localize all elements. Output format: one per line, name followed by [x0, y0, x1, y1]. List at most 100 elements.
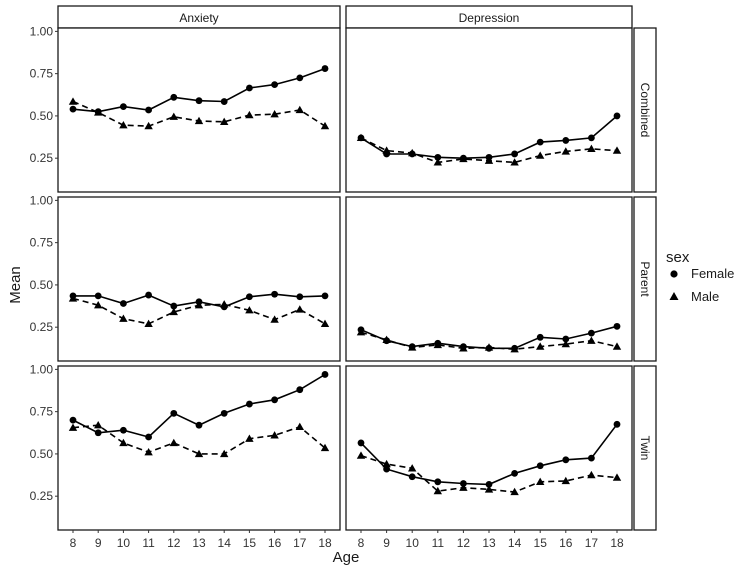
- point-female-twin-depression-age-8: [357, 439, 365, 447]
- point-male-combined-depression-age-10: [408, 148, 417, 157]
- point-male-combined-anxiety-age-8: [68, 97, 78, 105]
- point-male-twin-depression-age-17: [587, 470, 596, 479]
- point-female-twin-anxiety-age-12: [170, 409, 178, 417]
- point-female-twin-anxiety-age-18: [321, 371, 329, 378]
- point-male-combined-depression-age-9: [382, 146, 391, 154]
- x-tick-label: 15: [534, 536, 548, 550]
- point-male-combined-anxiety-age-10: [119, 121, 128, 129]
- point-female-parent-anxiety-age-12: [170, 302, 178, 310]
- point-female-combined-depression-age-16: [562, 137, 570, 144]
- point-male-twin-depression-age-10: [408, 464, 417, 472]
- point-male-combined-anxiety-age-15: [245, 110, 254, 119]
- point-female-combined-depression-age-17: [588, 134, 595, 142]
- data-series: [68, 65, 622, 496]
- point-male-parent-depression-age-11: [433, 340, 442, 349]
- point-male-twin-depression-age-18: [612, 473, 622, 481]
- strip-combined: [633, 27, 657, 193]
- point-male-parent-anxiety-age-10: [119, 314, 128, 322]
- y-tick-label: 0.75: [30, 405, 54, 419]
- point-female-twin-depression-age-10: [408, 473, 416, 481]
- point-female-combined-depression-age-14: [511, 150, 518, 158]
- legend-male-marker: [669, 292, 679, 300]
- point-male-twin-depression-age-11: [433, 486, 442, 495]
- point-male-twin-anxiety-age-11: [144, 448, 153, 456]
- point-female-combined-depression-age-18: [613, 112, 621, 120]
- panel-twin-depression: [345, 365, 633, 531]
- point-female-combined-anxiety-age-10: [120, 103, 127, 111]
- x-tick-label: 17: [293, 536, 307, 550]
- point-female-twin-depression-age-9: [383, 465, 390, 473]
- y-tick-label: 1.00: [30, 24, 54, 38]
- point-male-parent-anxiety-age-17: [295, 305, 304, 313]
- point-male-twin-anxiety-age-10: [119, 438, 128, 447]
- x-axis-ticks: 8 9 10 11 12 13 14 15 16 17 18 8 9 10 11 12 13 14 15 16 17 18: [70, 530, 624, 550]
- strip-label-parent: Parent: [638, 261, 652, 297]
- strip-label-combined: Combined: [638, 83, 652, 138]
- point-male-combined-anxiety-age-12: [169, 112, 178, 120]
- point-male-parent-anxiety-age-18: [320, 319, 330, 327]
- point-male-combined-anxiety-age-17: [295, 105, 304, 114]
- x-tick-label: 12: [167, 536, 181, 550]
- point-female-combined-depression-age-15: [536, 138, 544, 146]
- y-tick-label: 0.50: [30, 278, 54, 292]
- point-female-twin-anxiety-age-14: [220, 409, 228, 417]
- y-tick-label: 1.00: [30, 362, 54, 376]
- point-female-combined-anxiety-age-15: [246, 84, 253, 92]
- y-tick-label: 0.25: [30, 151, 54, 165]
- point-male-combined-anxiety-age-18: [320, 121, 330, 130]
- point-male-parent-depression-age-17: [587, 336, 596, 344]
- point-male-parent-depression-age-12: [459, 344, 468, 352]
- point-female-combined-anxiety-age-11: [145, 106, 153, 114]
- point-male-parent-depression-age-18: [612, 342, 622, 350]
- point-male-twin-anxiety-age-13: [194, 449, 204, 458]
- point-female-twin-depression-age-11: [434, 478, 442, 486]
- x-tick-label: 16: [268, 536, 282, 550]
- x-tick-label: 15: [243, 536, 257, 550]
- x-tick-label: 11: [142, 536, 155, 550]
- facet-panels: [57, 27, 633, 531]
- point-male-parent-anxiety-age-9: [94, 301, 103, 309]
- x-tick-label: 9: [95, 536, 102, 550]
- point-male-twin-depression-age-14: [510, 487, 519, 496]
- x-tick-label: 17: [585, 536, 599, 550]
- point-female-twin-anxiety-age-11: [145, 433, 153, 441]
- point-female-combined-anxiety-age-12: [170, 93, 178, 101]
- point-male-combined-anxiety-age-14: [220, 117, 229, 125]
- x-tick-label: 13: [192, 536, 206, 550]
- point-male-combined-anxiety-age-9: [94, 108, 103, 116]
- point-female-twin-depression-age-16: [562, 456, 570, 464]
- point-male-twin-anxiety-age-8: [68, 423, 78, 431]
- legend-title: sex: [666, 249, 690, 266]
- point-male-combined-depression-age-18: [612, 146, 622, 154]
- panel-parent-depression: [345, 196, 633, 362]
- y-tick-label: 0.25: [30, 489, 54, 503]
- x-tick-label: 13: [482, 536, 496, 550]
- y-axis-ticks: 0.25 0.50 0.75 1.00 0.25 0.50 0.75 1.00 0.25 0.50…: [30, 24, 58, 503]
- point-female-twin-depression-age-15: [536, 462, 544, 470]
- strip-label-depression: Depression: [459, 11, 520, 25]
- legend-female-label: Female: [691, 266, 734, 281]
- legend: sex Female Male: [666, 249, 734, 304]
- point-male-parent-anxiety-age-11: [144, 319, 153, 327]
- point-female-combined-anxiety-age-17: [296, 74, 304, 82]
- x-tick-label: 14: [508, 536, 522, 550]
- point-female-twin-depression-age-12: [460, 480, 467, 487]
- point-male-combined-depression-age-8: [356, 133, 366, 142]
- point-female-combined-anxiety-age-16: [271, 81, 278, 89]
- point-female-twin-anxiety-age-13: [195, 421, 203, 429]
- point-female-combined-anxiety-age-14: [220, 98, 228, 105]
- point-female-parent-depression-age-15: [536, 333, 544, 341]
- x-tick-label: 9: [383, 536, 390, 550]
- point-male-combined-anxiety-age-16: [270, 110, 279, 118]
- y-tick-label: 0.50: [30, 447, 54, 461]
- point-male-combined-depression-age-12: [459, 154, 468, 163]
- point-female-combined-anxiety-age-8: [69, 105, 77, 113]
- strip-label-anxiety: Anxiety: [179, 11, 218, 25]
- point-female-parent-anxiety-age-15: [246, 293, 253, 301]
- point-female-twin-depression-age-17: [588, 454, 595, 462]
- point-male-parent-depression-age-14: [510, 344, 519, 353]
- point-female-twin-depression-age-13: [485, 480, 493, 488]
- point-female-parent-anxiety-age-10: [120, 300, 127, 307]
- series-line-male-twin-depression: [360, 454, 618, 493]
- point-male-parent-anxiety-age-15: [245, 306, 254, 314]
